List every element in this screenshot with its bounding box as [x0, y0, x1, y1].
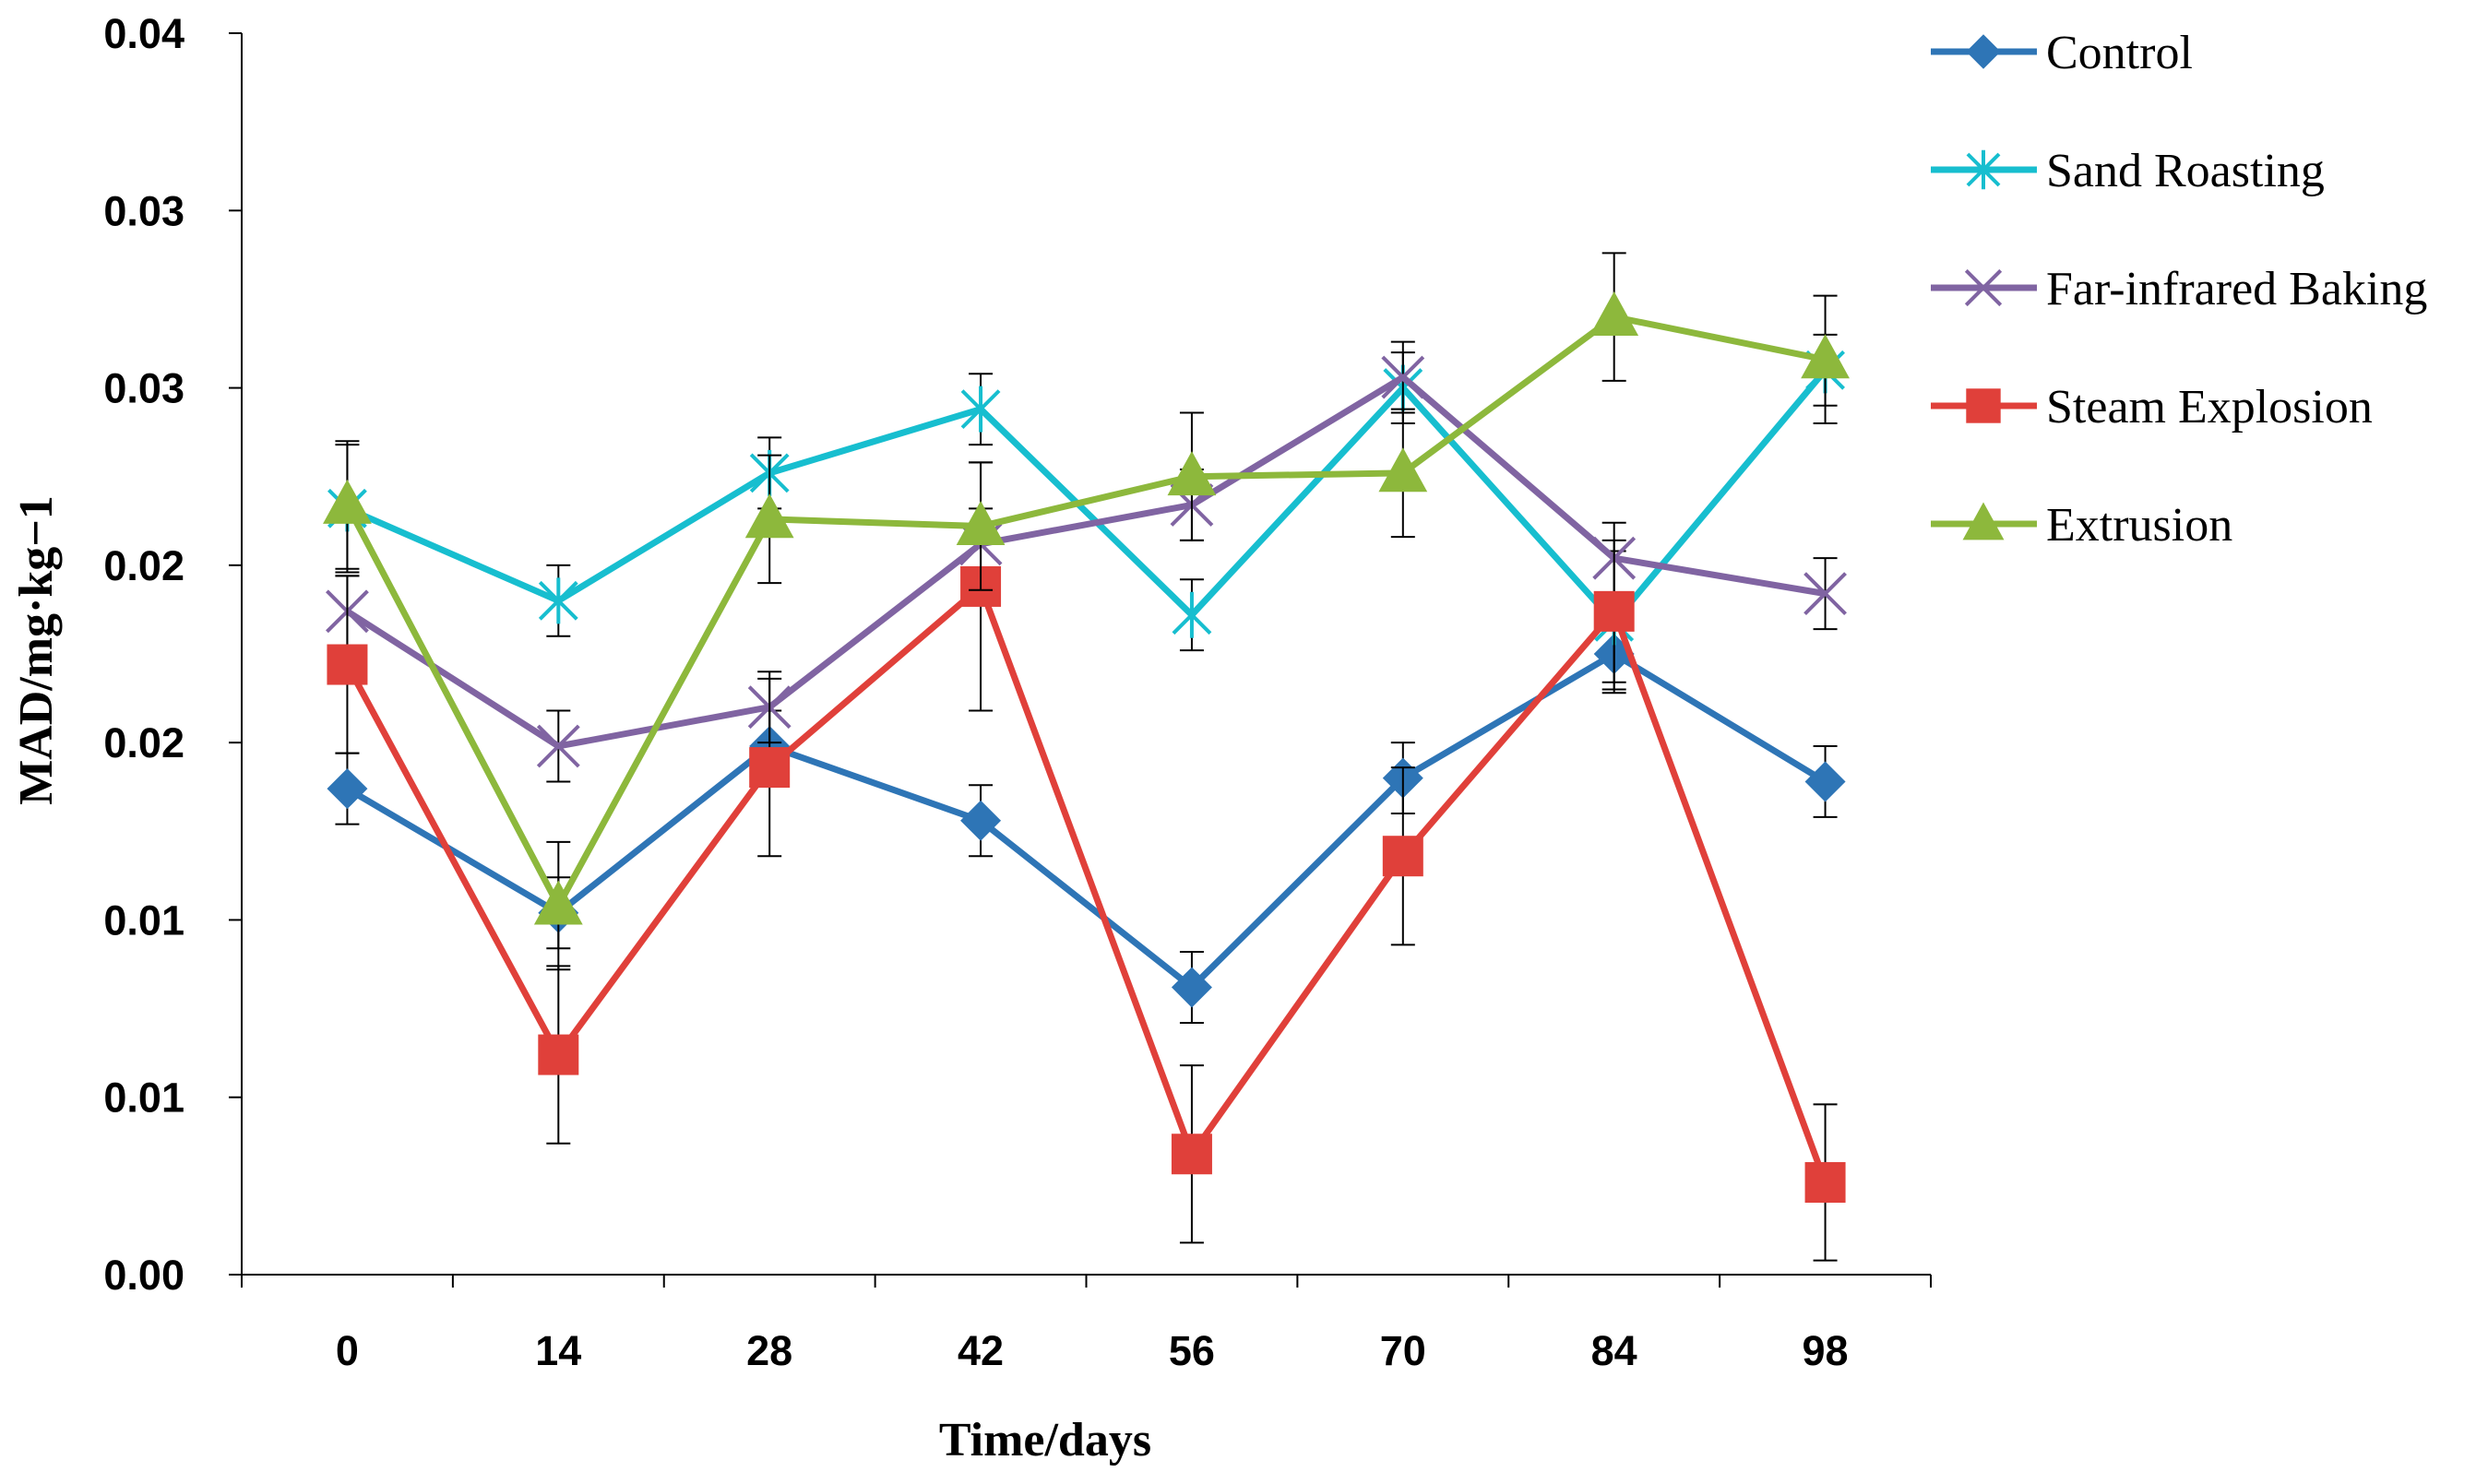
legend-item: Far-infrared Baking — [1931, 263, 2427, 315]
legend-item: Control — [1931, 27, 2193, 79]
data-point — [1804, 1162, 1846, 1204]
data-point — [749, 747, 791, 789]
y-tick-label: 0.00 — [103, 1252, 185, 1299]
data-point — [533, 880, 583, 925]
y-axis-ticks: 0.00 0.01 0.01 0.02 0.02 0.03 0.03 0.04 — [103, 10, 242, 1299]
axes — [241, 33, 1931, 1276]
y-tick-label: 0.04 — [103, 10, 185, 57]
data-point — [327, 768, 368, 810]
y-tick-label: 0.01 — [103, 896, 185, 944]
data-point — [1801, 334, 1850, 379]
series-extrusion — [323, 252, 1850, 971]
series-steam-explosion — [327, 461, 1846, 1262]
legend-item: Steam Explosion — [1931, 381, 2373, 433]
series-line — [344, 583, 1828, 1184]
legend-swatch-marker — [1966, 388, 2001, 423]
x-tick-label: 0 — [336, 1327, 359, 1374]
data-point — [536, 724, 580, 768]
series-line — [344, 314, 1827, 909]
data-point — [1804, 572, 1847, 616]
x-axis-ticks: 0 14 28 42 56 70 84 98 — [241, 1275, 1932, 1374]
data-point — [956, 500, 1006, 545]
data-point — [1593, 590, 1635, 632]
data-point — [1171, 967, 1212, 1008]
data-point — [538, 1034, 579, 1075]
legend: Control Sand Roasting Far-infrared Baking S… — [1931, 27, 2427, 552]
series-layer — [323, 252, 1850, 1262]
y-axis-title: MAD/mg·kg−1 — [10, 495, 63, 805]
legend-label: Far-infrared Baking — [2046, 263, 2427, 315]
series-line — [345, 374, 1827, 750]
legend-label: Control — [2046, 27, 2193, 79]
y-tick-label: 0.03 — [103, 365, 185, 412]
data-point — [1172, 591, 1212, 638]
data-point — [1804, 761, 1846, 802]
legend-label: Sand Roasting — [2046, 145, 2325, 197]
series-far-infrared-baking — [326, 340, 1847, 783]
series-line — [345, 650, 1827, 991]
data-point — [960, 386, 1001, 433]
data-point — [1382, 836, 1423, 877]
x-tick-label: 42 — [958, 1327, 1004, 1374]
x-tick-label: 70 — [1380, 1327, 1426, 1374]
y-tick-label: 0.02 — [103, 719, 185, 766]
data-point — [744, 493, 794, 539]
data-point — [327, 644, 368, 685]
data-point — [1381, 355, 1425, 399]
data-point — [1171, 1134, 1212, 1175]
series-line — [346, 368, 1828, 625]
x-tick-label: 14 — [535, 1327, 581, 1374]
data-point — [323, 479, 372, 524]
y-tick-label: 0.02 — [103, 542, 185, 589]
legend-item: Extrusion — [1931, 499, 2232, 552]
legend-swatch-marker — [1962, 502, 2005, 540]
legend-swatch-marker — [1966, 34, 2001, 69]
legend-swatch-marker — [1966, 149, 2001, 190]
x-tick-label: 98 — [1803, 1327, 1849, 1374]
legend-swatch-marker — [1964, 268, 2003, 307]
series-control — [327, 617, 1846, 1024]
data-point — [960, 800, 1002, 841]
data-point — [1589, 291, 1639, 337]
y-tick-label: 0.01 — [103, 1074, 185, 1122]
x-tick-label: 84 — [1591, 1327, 1637, 1374]
x-axis-title: Time/days — [939, 1414, 1151, 1466]
x-tick-label: 28 — [746, 1327, 792, 1374]
data-point — [1167, 451, 1217, 496]
legend-label: Steam Explosion — [2046, 381, 2373, 433]
legend-item: Sand Roasting — [1931, 145, 2325, 197]
legend-label: Extrusion — [2046, 499, 2232, 552]
y-tick-label: 0.03 — [103, 187, 185, 234]
x-tick-label: 56 — [1169, 1327, 1215, 1374]
data-point — [1378, 447, 1428, 493]
data-point — [538, 577, 578, 624]
